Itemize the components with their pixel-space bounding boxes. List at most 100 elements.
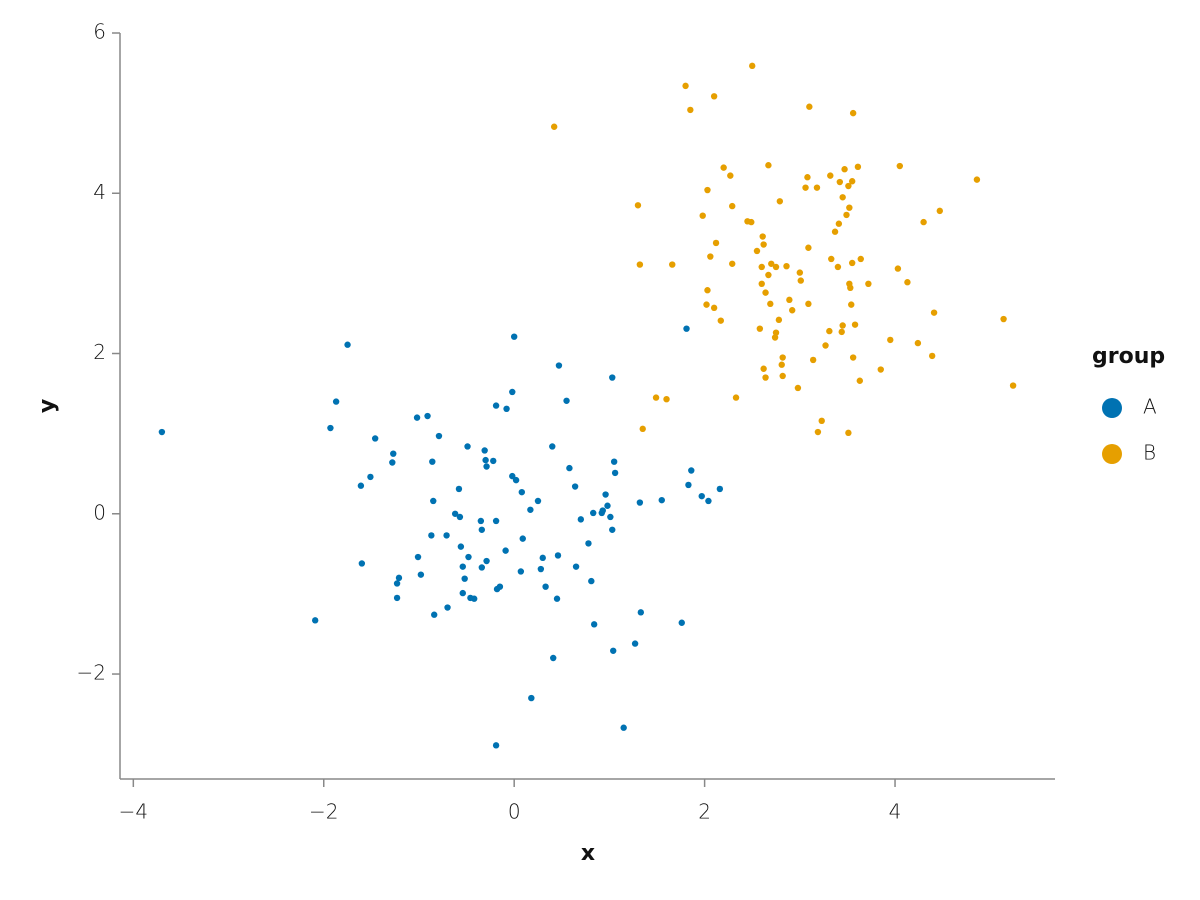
point [789, 307, 796, 314]
point [707, 253, 714, 260]
x-tick-label: 0 [508, 800, 521, 824]
point [797, 277, 804, 284]
legend-label: B [1143, 441, 1156, 465]
point [849, 354, 857, 361]
point [572, 563, 580, 570]
point [827, 172, 834, 179]
point [806, 103, 813, 110]
point [357, 482, 365, 489]
point [904, 279, 911, 286]
y-tick-label: 4 [93, 180, 106, 204]
point [973, 176, 981, 183]
point [414, 553, 422, 561]
point [831, 228, 839, 235]
point [794, 384, 802, 392]
x-tick-label: 2 [698, 800, 711, 824]
point [805, 300, 812, 308]
point [367, 473, 374, 481]
point [599, 507, 606, 514]
point [631, 640, 639, 647]
point [685, 481, 692, 489]
point [732, 394, 740, 401]
point [534, 497, 542, 505]
y-tick-label: 0 [93, 500, 106, 524]
point [528, 694, 535, 702]
point [563, 397, 570, 404]
point [936, 207, 943, 215]
point [729, 202, 736, 210]
point [727, 172, 734, 179]
point [688, 467, 695, 474]
point [818, 417, 825, 425]
point [796, 269, 804, 276]
point [767, 300, 774, 308]
point [509, 388, 516, 396]
point [456, 513, 464, 521]
point [663, 395, 670, 403]
point [588, 577, 595, 585]
point [928, 352, 936, 360]
point [710, 304, 718, 312]
point [894, 265, 902, 272]
point [585, 540, 592, 547]
point [705, 497, 712, 505]
point [887, 336, 894, 344]
point [849, 109, 857, 117]
point [710, 93, 718, 100]
point [805, 244, 812, 251]
point [699, 212, 706, 219]
point [687, 106, 694, 114]
point [857, 255, 864, 263]
point [703, 301, 710, 308]
point [609, 374, 616, 381]
point [451, 510, 459, 517]
point [669, 261, 676, 268]
point [429, 458, 436, 465]
point [503, 405, 510, 413]
point [395, 574, 403, 582]
point [470, 595, 478, 602]
y-tick-label: 6 [93, 20, 106, 44]
y-tick-label: −2 [77, 661, 106, 685]
legend-swatch [1102, 444, 1122, 464]
point [537, 565, 545, 573]
point [430, 497, 437, 505]
point [554, 552, 562, 559]
point [413, 414, 421, 421]
point [602, 491, 609, 498]
point [483, 463, 490, 470]
point [760, 365, 767, 372]
point [826, 327, 833, 335]
point [768, 260, 775, 267]
point [698, 492, 705, 500]
point [848, 259, 856, 267]
point [492, 402, 500, 409]
point [311, 617, 319, 624]
point [759, 233, 766, 240]
point [417, 571, 425, 578]
point [509, 472, 516, 480]
point [636, 499, 644, 506]
point [856, 377, 864, 384]
point [512, 476, 520, 484]
point [779, 354, 786, 361]
point [550, 123, 558, 130]
legend-swatch [1102, 398, 1122, 418]
point [652, 394, 660, 401]
point [478, 526, 486, 533]
legend-title: group [1092, 344, 1165, 369]
point [749, 62, 756, 70]
point [717, 317, 724, 324]
point [393, 580, 401, 587]
point [477, 517, 485, 525]
point [610, 647, 617, 654]
point [344, 341, 351, 348]
point [771, 334, 779, 341]
point [510, 333, 518, 340]
point [332, 398, 340, 405]
point [776, 198, 784, 205]
point [704, 186, 711, 194]
point [550, 654, 557, 662]
point [502, 547, 509, 554]
